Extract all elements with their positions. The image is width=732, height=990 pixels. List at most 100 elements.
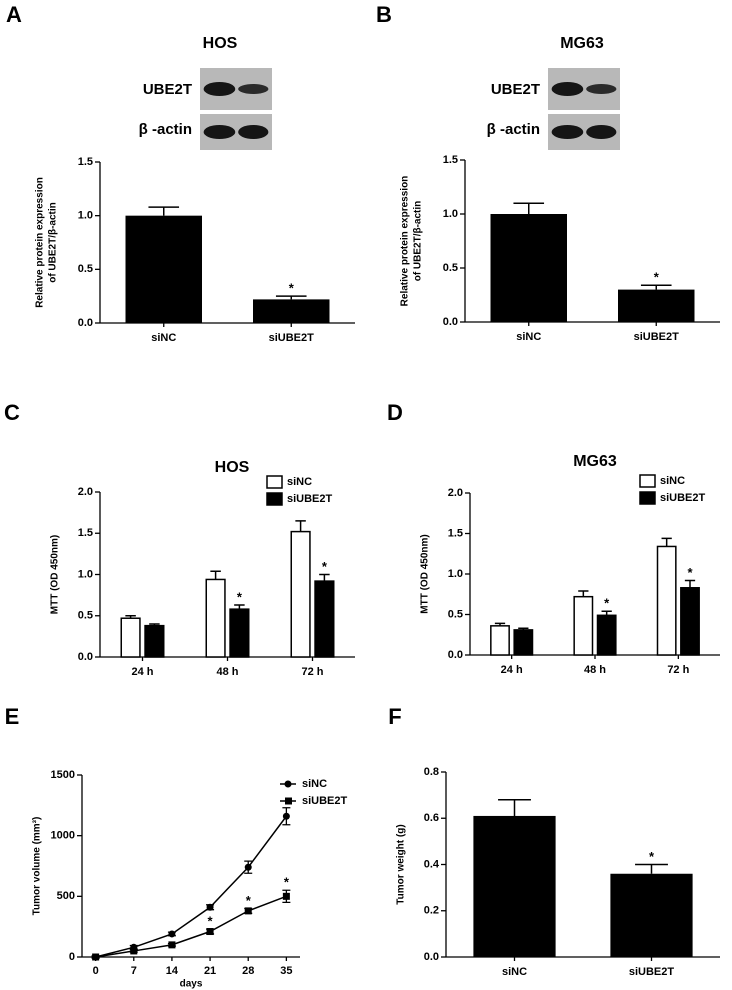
y-axis-label: Relative protein expression [35, 177, 46, 308]
y-tick-label: 2.0 [448, 487, 463, 499]
y-tick-label: 0.5 [443, 262, 458, 274]
panel-letter: E [5, 704, 20, 729]
bar [120, 617, 141, 658]
error-bar [319, 573, 330, 582]
y-axis-label: of UBE2T/β-actin [413, 201, 424, 282]
bar [513, 629, 534, 656]
x-tick-label: siUBE2T [634, 331, 680, 343]
significance-mark: * [687, 565, 693, 580]
y-tick-label: 0.6 [424, 812, 439, 824]
bar [596, 614, 617, 656]
significance-mark: * [289, 281, 295, 296]
blot-band [203, 125, 236, 139]
y-tick-label: 1.5 [78, 156, 93, 168]
x-tick-label: siNC [502, 966, 527, 978]
panel-letter: A [6, 2, 22, 27]
y-tick-label: 0.2 [424, 905, 439, 917]
panel-letter: F [388, 704, 401, 729]
error-bar [661, 537, 672, 547]
legend-swatch [266, 475, 283, 489]
x-tick-label: 7 [131, 965, 137, 977]
legend-label: siNC [660, 475, 685, 487]
significance-mark: * [237, 589, 243, 604]
x-tick-label: 24 h [501, 664, 523, 676]
y-tick-label: 0.0 [448, 649, 463, 661]
marker [168, 941, 176, 949]
y-tick-label: 1.0 [443, 208, 458, 220]
y-tick-label: 0 [69, 951, 75, 963]
y-tick-label: 1.5 [443, 154, 458, 166]
bar [490, 625, 510, 656]
x-axis-label: days [180, 979, 203, 990]
significance-mark: * [246, 893, 252, 908]
y-tick-label: 500 [57, 890, 75, 902]
error-bar [149, 623, 160, 626]
y-tick-label: 1500 [51, 769, 75, 781]
marker [168, 930, 176, 938]
error-bar [640, 284, 672, 290]
y-tick-label: 0.0 [424, 951, 439, 963]
x-tick-label: 72 h [667, 664, 689, 676]
legend-label: siUBE2T [302, 795, 348, 807]
error-bar [578, 590, 589, 597]
blot-label: β -actin [139, 121, 192, 138]
legend-label: siNC [287, 476, 312, 488]
line [95, 895, 287, 958]
line [95, 815, 287, 958]
significance-mark: * [649, 849, 655, 864]
marker [206, 903, 214, 911]
error-bar [498, 799, 531, 816]
x-tick-label: 72 h [301, 666, 323, 678]
bar [253, 299, 330, 323]
y-tick-label: 0.5 [448, 608, 463, 620]
blot-band [203, 82, 236, 96]
error-bar [234, 604, 245, 610]
x-tick-label: siUBE2T [629, 966, 675, 978]
y-tick-label: 0.0 [78, 317, 93, 329]
y-tick-label: 0.0 [78, 651, 93, 663]
error-bar [635, 863, 668, 874]
bar [610, 873, 693, 957]
bar [473, 815, 556, 957]
blot-label: UBE2T [143, 81, 192, 98]
blot-label: UBE2T [491, 81, 540, 98]
y-tick-label: 0.0 [443, 316, 458, 328]
error-bar [684, 579, 696, 588]
blot-band [586, 84, 617, 94]
x-tick-label: siNC [516, 331, 541, 343]
error-bar [125, 615, 136, 619]
bar [680, 587, 700, 656]
chart-title: MG63 [573, 453, 617, 470]
blot-band [586, 125, 617, 139]
significance-mark: * [322, 559, 328, 574]
chart-title: HOS [215, 459, 250, 476]
legend-swatch [639, 491, 656, 505]
y-axis-label: Relative protein expression [400, 176, 411, 307]
y-tick-label: 0.5 [78, 263, 93, 275]
bar [205, 578, 226, 658]
y-tick-label: 1.5 [78, 527, 93, 539]
legend-swatch [266, 492, 283, 506]
x-tick-label: 28 [242, 965, 254, 977]
bar [573, 595, 594, 656]
y-axis-label: MTT (OD 450nm) [50, 535, 61, 614]
error-bar [513, 202, 545, 214]
blot-band [238, 84, 269, 94]
x-tick-label: 48 h [584, 664, 606, 676]
error-bar [148, 206, 180, 216]
legend-marker [285, 797, 292, 805]
y-tick-label: 2.0 [78, 486, 93, 498]
marker [92, 953, 100, 961]
bar [314, 580, 335, 658]
y-axis-label: of UBE2T/β-actin [48, 202, 59, 283]
legend-marker [284, 780, 292, 788]
error-bar [601, 610, 612, 616]
error-bar [494, 622, 506, 626]
panel-letter: B [376, 2, 392, 27]
x-tick-label: siUBE2T [269, 332, 315, 344]
significance-mark: * [604, 596, 610, 611]
blot-label: β -actin [487, 121, 540, 138]
error-bar [275, 295, 307, 300]
bar [229, 608, 250, 658]
